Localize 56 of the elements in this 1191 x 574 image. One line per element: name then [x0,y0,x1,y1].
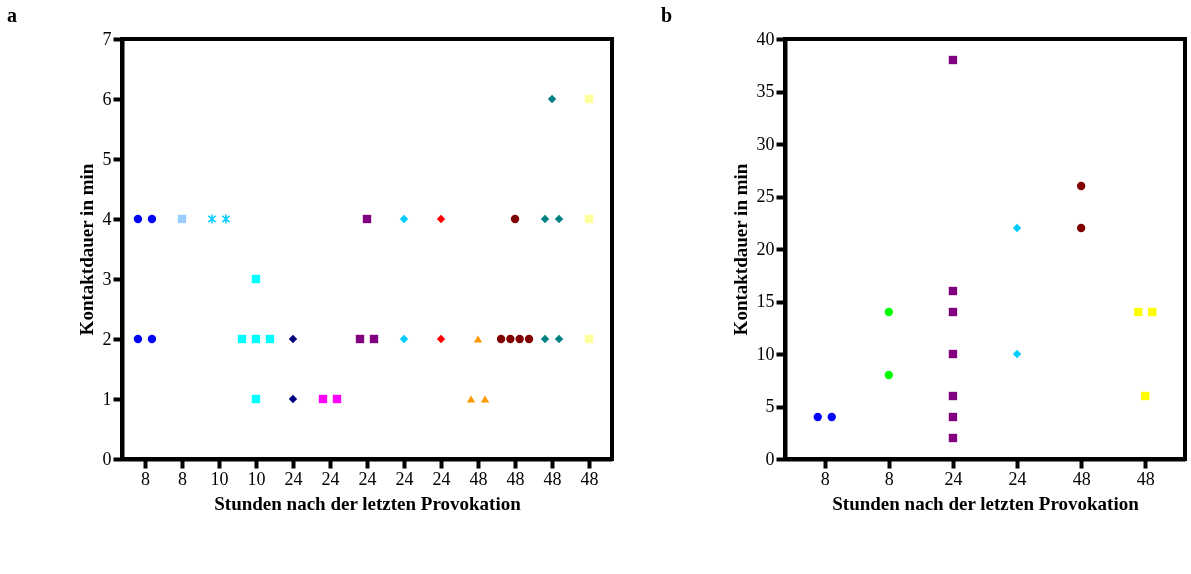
point [948,286,958,296]
x-axis-title: Stunden nach der letzten Provokation [832,492,1140,514]
y-tick-label: 4 [102,208,112,229]
x-tick-label: 8 [177,468,187,489]
x-tick-label: 24 [358,468,377,489]
x-axis-title: Stunden nach der letzten Provokation [214,492,522,514]
y-tick-label: 30 [756,133,775,154]
x-tick-label: 8 [884,468,894,489]
y-tick-label: 7 [102,28,112,49]
point [1076,181,1086,191]
y-tick-label: 40 [756,28,775,49]
x-tick-label: 48 [1072,468,1091,489]
x-tick-label: 24 [395,468,414,489]
y-tick-label: 2 [102,328,112,349]
point [948,391,958,401]
point [948,349,958,359]
point [948,55,958,65]
point [1076,223,1086,233]
y-tick-label: 10 [756,343,775,364]
x-tick-label: 24 [432,468,451,489]
y-tick-label: 0 [102,448,112,469]
x-tick-label: 48 [1136,468,1155,489]
point [884,370,894,380]
y-tick-label: 25 [756,186,775,206]
y-axis-title: Kontaktdauer in min [729,163,751,336]
y-axis-title: Kontaktdauer in min [75,163,97,336]
x-tick-label: 48 [506,468,525,489]
y-tick-label: 0 [765,448,775,469]
x-tick-label: 24 [944,468,963,489]
x-tick-label: 24 [321,468,340,489]
x-tick-label: 24 [1008,468,1027,489]
y-tick-label: 1 [102,388,112,409]
point [948,412,958,422]
point [1012,349,1022,359]
point [1012,223,1022,233]
chart-title: a [7,4,17,26]
x-tick-label: 8 [820,468,830,489]
y-tick-label: 35 [756,81,775,101]
chart-title: b [661,4,673,26]
x-tick-label: 8 [140,468,150,489]
x-tick-label: 48 [469,468,488,489]
x-tick-label: 48 [543,468,562,489]
x-tick-label: 48 [580,468,599,489]
y-tick-label: 20 [756,238,775,259]
y-tick-label: 5 [102,148,112,169]
point [948,307,958,317]
y-tick-label: 5 [765,396,775,416]
y-tick-label: 6 [102,88,112,109]
point [948,433,958,443]
point [1141,391,1150,401]
x-tick-label: 24 [284,468,303,489]
x-tick-label: 10 [210,468,229,489]
y-tick-label: 15 [756,291,775,311]
point [884,307,894,317]
y-tick-label: 3 [102,268,112,289]
x-tick-label: 10 [247,468,266,489]
